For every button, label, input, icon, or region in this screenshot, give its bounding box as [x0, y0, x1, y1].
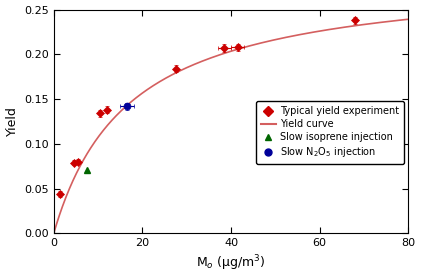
- X-axis label: M$_o$ (μg/m$^3$): M$_o$ (μg/m$^3$): [196, 254, 266, 273]
- Legend: Typical yield experiment, Yield curve, Slow isoprene injection, Slow N$_2$O$_5$ : Typical yield experiment, Yield curve, S…: [256, 102, 403, 164]
- Y-axis label: Yield: Yield: [5, 107, 19, 136]
